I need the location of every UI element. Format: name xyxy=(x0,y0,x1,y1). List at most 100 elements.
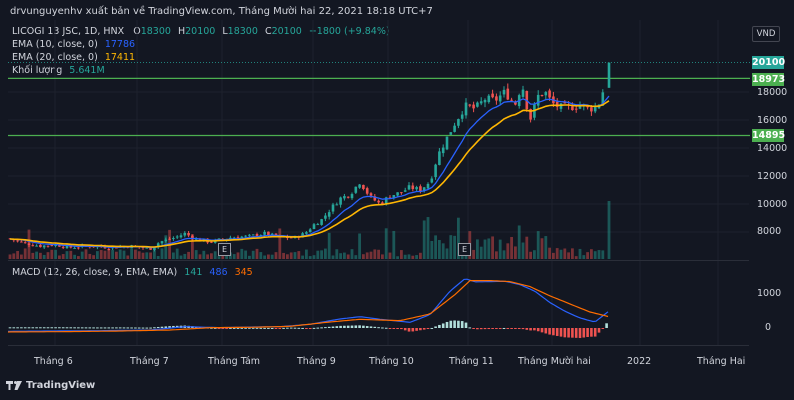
volume-bar xyxy=(77,256,80,259)
macd-histogram-bar xyxy=(137,327,141,329)
volume-bar xyxy=(122,250,126,259)
volume-bar xyxy=(555,248,559,259)
macd-histogram-bar xyxy=(130,327,133,329)
macd-histogram-bar xyxy=(548,328,551,335)
macd-histogram-bar xyxy=(99,327,103,329)
pane-divider[interactable] xyxy=(8,260,749,261)
earnings-badge[interactable]: E xyxy=(218,243,231,256)
volume-bar xyxy=(536,231,540,259)
candle-body xyxy=(172,238,175,240)
candle-body xyxy=(464,102,468,116)
volume-bar xyxy=(107,249,111,259)
macd-histogram-bar xyxy=(533,328,536,331)
volume-bar xyxy=(153,250,156,259)
ohlc-l-value: 18300 xyxy=(227,26,258,37)
volume-bar xyxy=(510,236,513,259)
volume-bar xyxy=(65,251,69,259)
macd-histogram-bar xyxy=(590,328,593,337)
volume-bar xyxy=(80,251,84,259)
macd-histogram-bar xyxy=(536,328,540,332)
price-axis-tick: 8000 xyxy=(757,226,782,237)
price-axis-tick: 16000 xyxy=(757,115,788,126)
volume-bar xyxy=(278,228,282,259)
volume-bar xyxy=(103,250,107,259)
macd-signal-value: 345 xyxy=(234,267,253,278)
macd-histogram-bar xyxy=(122,327,126,329)
macd-histogram-bar xyxy=(293,327,297,329)
ema20-line xyxy=(9,100,610,248)
macd-histogram-bar xyxy=(578,328,582,339)
candle-body xyxy=(179,235,183,238)
volume-bar xyxy=(525,236,529,259)
ohlc-c-value: 20100 xyxy=(271,26,302,37)
volume-bar xyxy=(206,254,209,259)
macd-histogram-bar xyxy=(54,327,57,329)
macd-histogram-bar xyxy=(12,327,16,329)
macd-histogram-bar xyxy=(574,328,578,338)
macd-histogram-bar xyxy=(225,328,228,329)
volume-bar xyxy=(586,252,589,259)
macd-histogram-bar xyxy=(365,326,369,328)
volume-bar xyxy=(39,252,42,259)
macd-histogram-bar xyxy=(270,327,274,329)
candle-body xyxy=(8,238,12,240)
tradingview-footer[interactable]: TradingView xyxy=(6,380,95,391)
volume-bar xyxy=(487,238,491,259)
candle-body xyxy=(358,184,361,188)
volume-bar xyxy=(559,249,563,259)
macd-histogram-bar xyxy=(392,328,396,329)
symbol-name: LICOGI 13 JSC, 1D, HNX xyxy=(12,26,125,37)
macd-histogram-bar xyxy=(498,328,502,329)
macd-legend[interactable]: MACD (12, 26, close, 9, EMA, EMA) 141 48… xyxy=(12,267,253,278)
candle-body xyxy=(491,93,494,98)
macd-histogram-bar xyxy=(236,327,240,329)
volume-bar xyxy=(99,250,103,259)
macd-histogram-bar xyxy=(232,327,236,329)
volume-bar xyxy=(563,248,567,259)
volume-bar xyxy=(476,239,479,259)
ohlc-h-value: 20100 xyxy=(185,26,216,37)
candle-body xyxy=(430,178,434,183)
tradingview-logo-icon xyxy=(6,380,22,391)
candle-body xyxy=(438,151,441,165)
volume-legend[interactable]: Khối lượng 5.641M xyxy=(12,65,105,76)
candle-body xyxy=(369,193,373,196)
currency-button[interactable]: VND xyxy=(752,26,780,42)
macd-histogram-bar xyxy=(96,327,99,329)
macd-histogram-bar xyxy=(118,327,122,329)
candle-body xyxy=(149,246,152,250)
volume-bar xyxy=(312,255,316,259)
candle-body xyxy=(365,188,369,194)
price-axis-tick: 14000 xyxy=(757,143,788,154)
macd-histogram-bar xyxy=(525,328,529,330)
macd-histogram-bar xyxy=(419,328,422,331)
volume-bar xyxy=(289,252,293,259)
candle-body xyxy=(168,238,171,240)
macd-histogram-bar xyxy=(426,328,430,329)
volume-bar xyxy=(293,252,297,259)
candle-body xyxy=(305,232,308,234)
macd-histogram-bar xyxy=(544,328,548,334)
volume-bar xyxy=(149,252,152,259)
macd-histogram-bar xyxy=(172,325,175,328)
volume-bar xyxy=(597,250,601,259)
volume-bar xyxy=(69,250,73,259)
volume-label: Khối lượng xyxy=(12,65,63,76)
volume-bar xyxy=(23,248,27,259)
volume-bar xyxy=(35,251,38,259)
volume-bar xyxy=(202,250,206,259)
macd-histogram-bar xyxy=(434,326,437,328)
candle-body xyxy=(31,245,35,247)
macd-line-value: 486 xyxy=(209,267,228,278)
macd-histogram-bar xyxy=(255,327,259,329)
candle-body xyxy=(396,192,399,196)
macd-histogram-bar xyxy=(77,327,80,329)
macd-histogram-bar xyxy=(156,326,160,328)
earnings-badge[interactable]: E xyxy=(458,243,471,256)
volume-bar xyxy=(221,254,225,259)
macd-histogram-bar xyxy=(31,327,35,329)
volume-bar xyxy=(438,240,441,259)
macd-histogram-bar xyxy=(350,325,354,328)
candle-body xyxy=(441,147,445,154)
